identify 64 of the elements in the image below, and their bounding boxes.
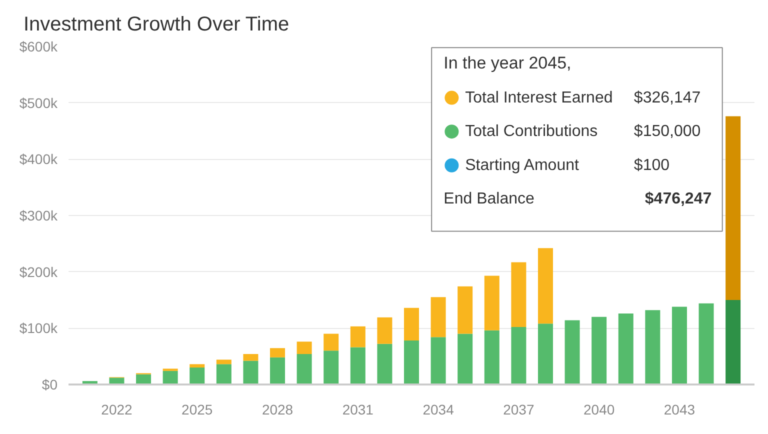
bar (592, 316, 607, 384)
y-tick-label: $200k (19, 264, 58, 280)
y-tick-label: $500k (19, 94, 58, 111)
bar (350, 326, 366, 348)
bar (404, 340, 420, 384)
bar (672, 306, 687, 384)
x-tick-label: 2025 (182, 402, 213, 418)
bar (162, 370, 178, 384)
x-tick-label: 2043 (664, 402, 696, 418)
bar (216, 360, 232, 364)
bar (296, 354, 312, 384)
bar (511, 262, 526, 327)
x-tick-label: 2028 (262, 402, 294, 418)
bar (324, 334, 339, 351)
bar (296, 342, 312, 354)
bar (698, 303, 714, 384)
bar (430, 337, 446, 384)
bar (484, 276, 500, 330)
bar (484, 330, 500, 384)
bar (404, 308, 420, 341)
bar (270, 357, 286, 384)
bar (726, 300, 741, 384)
bar (243, 354, 258, 361)
bar (538, 324, 553, 384)
bar (136, 374, 152, 384)
legend-title: In the year 2045, (444, 53, 572, 72)
bar (645, 310, 660, 384)
bar (726, 116, 741, 300)
bar (377, 344, 392, 384)
y-tick-label: $300k (19, 208, 58, 224)
bar (270, 348, 286, 358)
bar (538, 248, 553, 324)
bar (190, 364, 205, 368)
annotation: $150,000 (634, 123, 701, 140)
bar (618, 313, 634, 384)
y-tick-label: $100k (19, 320, 58, 336)
bar (564, 320, 580, 384)
y-tick-label: $400k (19, 151, 58, 168)
annotation: $326,147 (634, 89, 701, 106)
x-tick-label: 2034 (422, 402, 454, 418)
x-tick-label: 2031 (342, 402, 374, 418)
annotation: End Balance (444, 190, 534, 208)
bar (190, 368, 205, 384)
y-tick-label: $600k (19, 38, 58, 54)
annotation: $476,247 (644, 190, 712, 208)
annotation: $100 (634, 156, 670, 174)
y-tick-label: $0 (42, 376, 58, 392)
legend-label: Total Interest Earned (465, 89, 613, 106)
x-tick-label: 2037 (503, 402, 534, 418)
legend-label: Starting Amount (465, 156, 580, 174)
bar (243, 360, 258, 384)
legend-label: Total Contributions (465, 123, 598, 140)
bar (511, 326, 526, 384)
bar (458, 334, 473, 384)
chart-title: Investment Growth Over Time (24, 14, 290, 36)
bar (458, 286, 473, 334)
x-tick-label: 2022 (101, 402, 133, 418)
bar (377, 317, 392, 344)
bar (216, 364, 232, 384)
bar (324, 350, 339, 384)
bar (430, 297, 446, 338)
bar (350, 347, 366, 384)
bar (109, 378, 124, 384)
x-tick-label: 2040 (584, 402, 615, 418)
